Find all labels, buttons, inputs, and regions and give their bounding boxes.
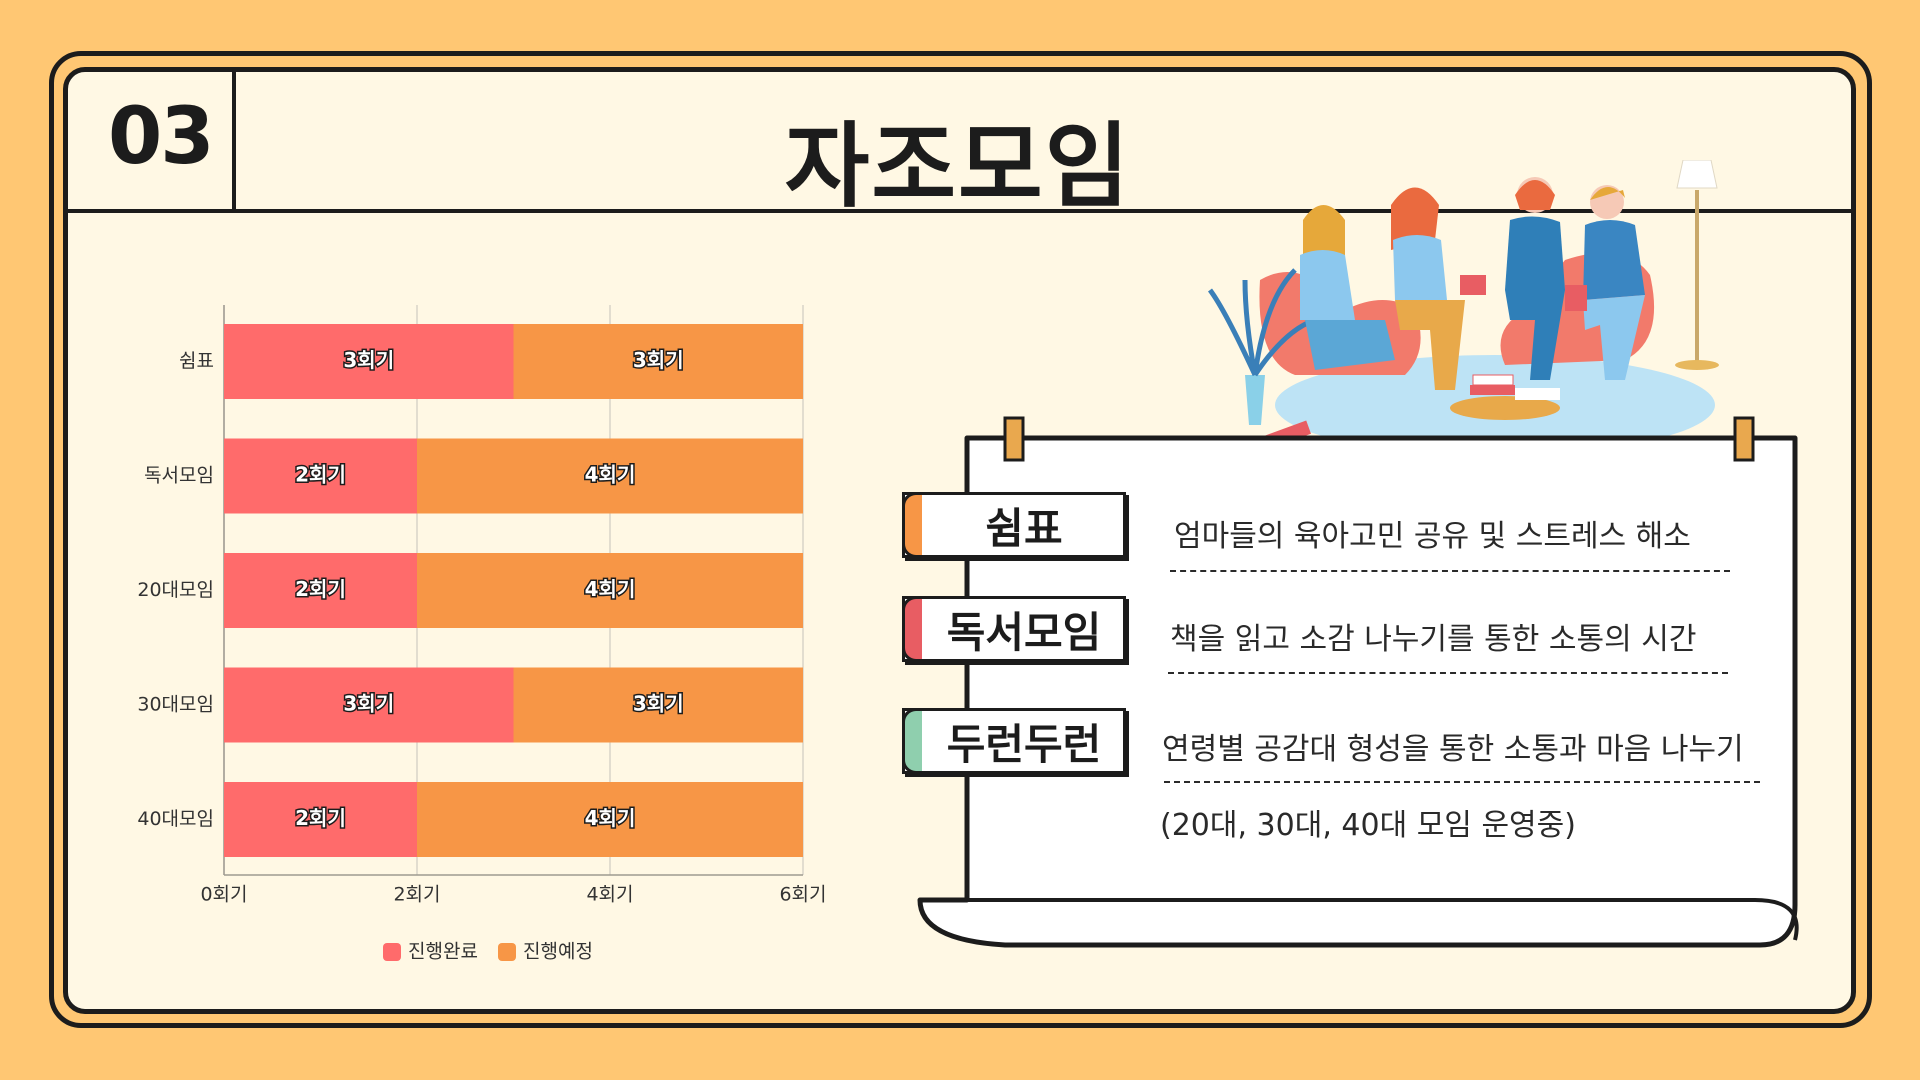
tab-marker [902, 708, 922, 774]
x-tick-label: 2회기 [393, 884, 440, 906]
tab-marker [902, 596, 922, 662]
category-label: 독서모임 [144, 465, 214, 487]
bar-planned [417, 782, 803, 857]
group-label-reading: 독서모임 [902, 596, 1126, 662]
data-label: 3회기 [343, 348, 394, 372]
scroll-banner [917, 416, 1799, 948]
legend-label: 진행완료 [408, 941, 478, 963]
data-label: 4회기 [585, 463, 636, 487]
data-label: 2회기 [295, 463, 346, 487]
age-group-note: (20대, 30대, 40대 모임 운영중) [1160, 808, 1576, 843]
data-label: 3회기 [343, 692, 394, 716]
bar-completed [224, 438, 417, 514]
legend-label: 진행예정 [523, 941, 593, 963]
group-desc-reading: 책을 읽고 소감 나누기를 통한 소통의 시간 [1170, 622, 1697, 657]
data-label: 3회기 [633, 692, 684, 716]
category-label: 30대모임 [137, 694, 214, 716]
reading-group-illustration [1207, 160, 1719, 455]
data-label: 2회기 [295, 577, 346, 601]
bar-planned [513, 324, 803, 399]
header-divider [68, 209, 1851, 213]
category-label: 40대모임 [137, 808, 214, 830]
bar-planned [513, 667, 803, 743]
category-label: 20대모임 [137, 579, 214, 601]
data-label: 4회기 [585, 577, 636, 601]
group-label-shimpyo: 쉼표 [902, 492, 1126, 558]
group-label-durun: 두런두런 [902, 708, 1126, 774]
tab-marker [902, 492, 922, 558]
divider-dashed [1170, 570, 1730, 572]
category-label: 쉼표 [179, 350, 214, 372]
x-tick-label: 4회기 [586, 884, 633, 906]
section-number: 03 [108, 92, 215, 182]
page-title: 자조모임 [784, 113, 1132, 220]
bar-completed [224, 553, 417, 628]
group-desc-shimpyo: 엄마들의 육아고민 공유 및 스트레스 해소 [1174, 519, 1691, 554]
legend-swatch-completed [383, 943, 401, 961]
data-label: 2회기 [295, 806, 346, 830]
divider-dashed [1168, 672, 1728, 674]
x-tick-label: 0회기 [200, 884, 247, 906]
data-label: 4회기 [585, 806, 636, 830]
bar-completed [224, 324, 514, 399]
bar-completed [224, 782, 417, 857]
x-tick-label: 6회기 [779, 884, 826, 906]
bar-planned [417, 438, 803, 514]
group-desc-durun: 연령별 공감대 형성을 통한 소통과 마음 나누기 [1162, 732, 1744, 767]
header-divider-vertical [232, 72, 236, 213]
divider-dashed [1164, 781, 1760, 783]
legend-swatch-planned [498, 943, 516, 961]
bar-completed [224, 667, 514, 743]
data-label: 3회기 [633, 348, 684, 372]
bar-planned [417, 553, 803, 628]
